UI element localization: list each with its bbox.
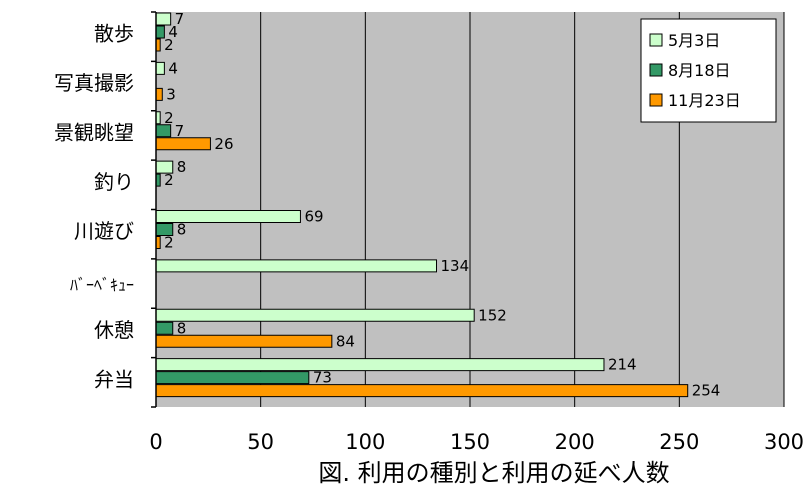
- bar-5-0: [155, 259, 438, 273]
- value-label-7-2: 254: [692, 382, 721, 400]
- x-tick-label-100: 100: [345, 430, 385, 454]
- category-label-5: ﾊﾞｰﾍﾞｷｭｰ: [70, 276, 134, 295]
- bar-7-0: [155, 358, 605, 372]
- value-label-3-0: 8: [177, 158, 187, 176]
- bar-7-2: [155, 384, 689, 398]
- value-label-2-2: 26: [214, 135, 233, 153]
- category-label-0: 散歩: [94, 22, 134, 46]
- bar-6-0: [155, 308, 475, 322]
- category-label-1: 写真撮影: [54, 71, 134, 95]
- value-label-0-2: 2: [164, 36, 174, 54]
- legend-label-1: 8月18日: [668, 61, 731, 80]
- value-label-1-0: 4: [168, 59, 178, 77]
- legend-swatch-2: [649, 93, 663, 107]
- value-label-5-0: 134: [441, 257, 470, 275]
- x-tick-label-250: 250: [659, 430, 699, 454]
- legend-swatch-1: [649, 63, 663, 77]
- legend-swatch-0: [649, 33, 663, 47]
- value-label-6-1: 8: [177, 319, 187, 337]
- bars: [155, 12, 689, 398]
- bar-1-0: [155, 61, 165, 75]
- bar-7-1: [155, 371, 310, 385]
- value-label-4-2: 2: [164, 234, 174, 252]
- bar-6-1: [155, 321, 174, 335]
- x-tick-label-50: 50: [247, 430, 274, 454]
- value-label-3-1: 2: [164, 171, 174, 189]
- category-label-4: 川遊び: [74, 219, 134, 243]
- value-label-4-1: 8: [177, 221, 187, 239]
- bar-0-1: [155, 25, 165, 39]
- value-label-7-0: 214: [608, 356, 637, 374]
- legend-label-0: 5月3日: [668, 31, 720, 50]
- value-label-0-1: 4: [168, 23, 178, 41]
- legend: 5月3日 8月18日 11月23日: [640, 18, 777, 123]
- category-label-7: 弁当: [94, 367, 134, 391]
- value-label-1-2: 3: [166, 85, 176, 103]
- value-label-6-2: 84: [336, 332, 355, 350]
- value-label-0-0: 7: [175, 10, 185, 28]
- bar-1-2: [155, 87, 163, 101]
- value-label-2-1: 7: [175, 122, 185, 140]
- category-label-3: 釣り: [94, 170, 134, 194]
- legend-box: [640, 18, 777, 123]
- legend-label-2: 11月23日: [668, 91, 741, 110]
- y-axis-ticks: [151, 11, 156, 408]
- value-label-6-0: 152: [478, 306, 507, 324]
- value-label-4-0: 69: [304, 208, 323, 226]
- value-label-7-1: 73: [313, 369, 332, 387]
- value-label-2-0: 2: [164, 109, 174, 127]
- x-tick-label-0: 0: [149, 430, 162, 454]
- gridlines: [260, 12, 785, 407]
- x-tick-label-200: 200: [555, 430, 595, 454]
- x-tick-label-150: 150: [450, 430, 490, 454]
- x-tick-label-300: 300: [764, 430, 804, 454]
- chart-caption: 図. 利用の種別と利用の延べ人数: [318, 459, 669, 487]
- category-label-2: 景観眺望: [54, 120, 134, 144]
- x-tick-labels: 0 50 100 150 200 250 300: [149, 430, 804, 454]
- category-label-6: 休憩: [94, 318, 134, 342]
